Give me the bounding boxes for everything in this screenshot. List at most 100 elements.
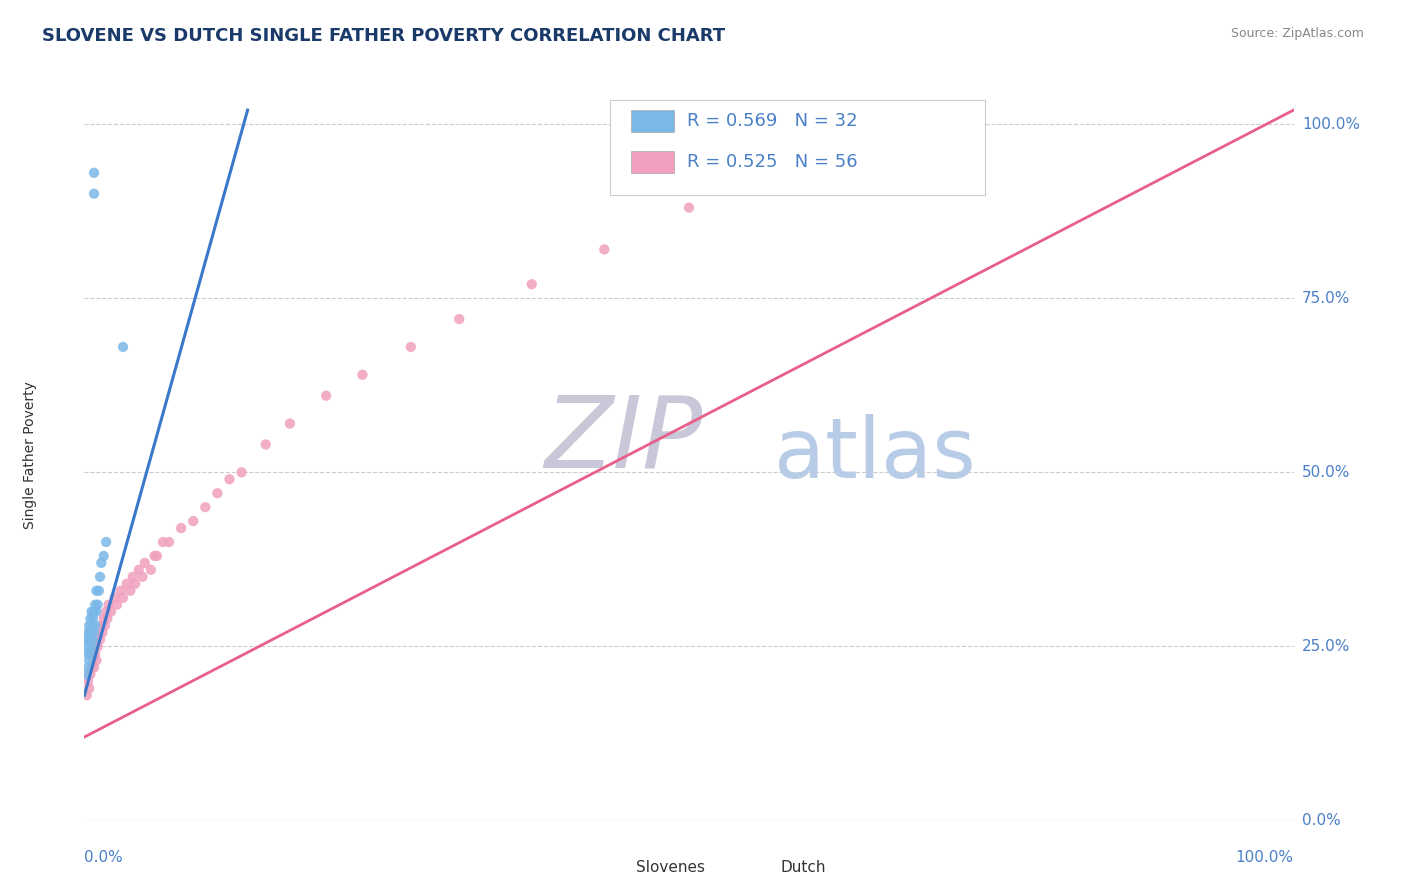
Point [352,368,374,382]
Point [79,612,101,626]
Point [84,598,107,612]
Point [131,570,153,584]
Point [97,598,120,612]
Point [80,605,103,619]
FancyBboxPatch shape [745,859,773,877]
Point [76,688,98,702]
Point [77,653,100,667]
FancyBboxPatch shape [599,859,628,877]
Point [112,340,135,354]
Point [80,618,103,632]
Point [94,605,117,619]
Point [79,625,101,640]
Text: 75.0%: 75.0% [1302,291,1350,306]
Point [93,612,115,626]
Point [83,640,105,654]
Text: Source: ZipAtlas.com: Source: ZipAtlas.com [1230,27,1364,40]
Text: 100.0%: 100.0% [1302,117,1360,131]
Point [80,640,103,654]
Point [104,591,127,605]
Point [170,521,193,535]
Point [194,500,217,515]
Text: Dutch: Dutch [780,860,827,875]
Point [315,389,337,403]
FancyBboxPatch shape [631,151,675,172]
Point [86,583,108,598]
Point [77,625,100,640]
Point [82,653,104,667]
Text: ZIP: ZIP [544,392,702,489]
Point [90,556,112,570]
Text: 25.0%: 25.0% [1302,639,1350,654]
Point [77,660,100,674]
Point [87,583,110,598]
Point [93,549,115,563]
Point [77,681,100,696]
Point [91,625,114,640]
FancyBboxPatch shape [631,111,675,132]
Point [82,612,104,626]
Point [121,570,143,584]
Point [86,640,108,654]
Point [207,486,229,500]
Point [90,618,112,632]
Point [76,647,98,661]
Point [83,660,105,674]
Point [79,667,101,681]
Text: R = 0.569   N = 32: R = 0.569 N = 32 [686,112,858,130]
Point [134,556,156,570]
Point [86,605,108,619]
Point [100,605,122,619]
Point [83,186,105,201]
Point [86,632,108,647]
Point [254,437,277,451]
Point [143,549,166,563]
Point [593,243,616,257]
Point [83,166,105,180]
Point [77,618,100,632]
Text: SLOVENE VS DUTCH SINGLE FATHER POVERTY CORRELATION CHART: SLOVENE VS DUTCH SINGLE FATHER POVERTY C… [42,27,725,45]
Point [83,605,105,619]
Point [115,576,138,591]
Point [83,625,105,640]
Point [157,535,180,549]
FancyBboxPatch shape [610,100,986,195]
Point [84,618,107,632]
Point [181,514,204,528]
Point [84,647,107,661]
Point [77,674,100,689]
Point [128,563,150,577]
Text: atlas: atlas [773,415,976,495]
Point [94,535,117,549]
Point [77,640,100,654]
Text: 0.0%: 0.0% [84,850,124,865]
Point [79,647,101,661]
Point [77,632,100,647]
Point [278,417,301,431]
Point [231,466,253,480]
Point [139,563,162,577]
Point [110,583,132,598]
Point [76,632,98,647]
Point [86,653,108,667]
Text: 100.0%: 100.0% [1236,850,1294,865]
Point [89,632,111,647]
Text: 0.0%: 0.0% [1302,814,1340,828]
Point [82,632,104,647]
Point [449,312,471,326]
Text: Single Father Poverty: Single Father Poverty [22,381,37,529]
Point [399,340,422,354]
Point [87,625,110,640]
Point [86,598,108,612]
Point [146,549,169,563]
Point [120,583,142,598]
Point [76,667,98,681]
Point [520,277,543,292]
Point [152,535,174,549]
Point [799,166,821,180]
Point [80,660,103,674]
Point [124,576,146,591]
Point [96,612,118,626]
Point [105,598,128,612]
Point [920,131,942,145]
